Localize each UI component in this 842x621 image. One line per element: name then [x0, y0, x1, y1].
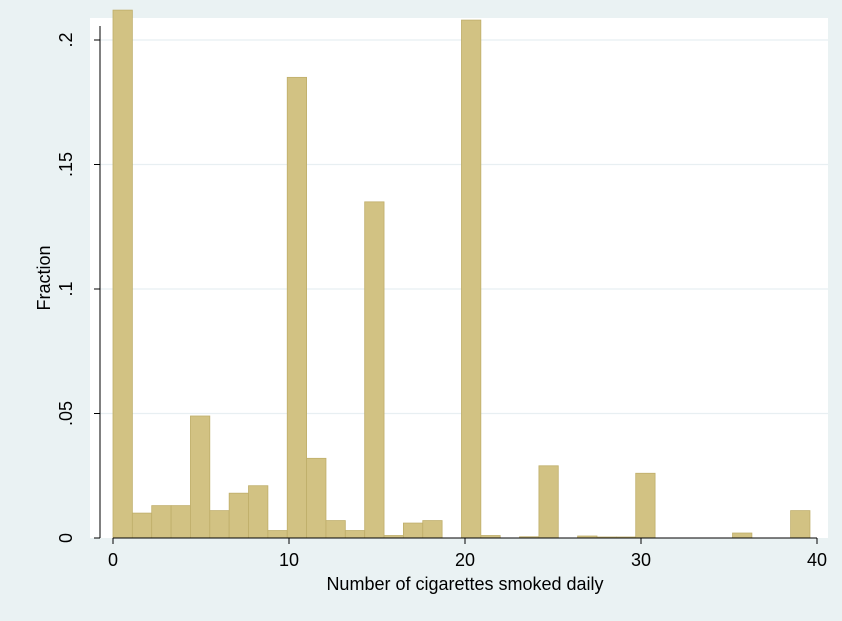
- bar-17: [461, 19, 482, 539]
- bar-6: [228, 492, 249, 539]
- bar-1: [131, 512, 153, 539]
- x-axis-label: Number of cigarettes smoked daily: [326, 574, 603, 594]
- x-tick-label-3: 30: [631, 550, 651, 570]
- bar-4: [190, 415, 211, 539]
- bar-25: [732, 532, 753, 539]
- axes: 0 .05 .1 .15 .2 0 10 20 30 40: [56, 26, 827, 570]
- bar-26: [790, 510, 811, 539]
- bar-24: [635, 472, 656, 539]
- bar-11: [325, 520, 346, 539]
- bar-2: [151, 505, 172, 539]
- bar-3: [170, 505, 191, 539]
- y-tick-label-0: 0: [56, 533, 76, 543]
- bar-16: [422, 520, 443, 539]
- bar-0: [112, 9, 133, 539]
- y-tick-label-4: .2: [56, 32, 76, 47]
- bar-20: [538, 465, 559, 539]
- x-tick-label-4: 40: [807, 550, 827, 570]
- bar-15: [402, 522, 424, 539]
- bar-9: [286, 76, 307, 539]
- bar-13: [364, 201, 385, 539]
- bar-7: [248, 485, 269, 539]
- x-tick-label-0: 0: [108, 550, 118, 570]
- y-tick-label-1: .05: [56, 401, 76, 426]
- x-tick-label-2: 20: [455, 550, 475, 570]
- y-tick-label-2: .1: [56, 281, 76, 296]
- bar-5: [209, 510, 230, 539]
- plot-area: [90, 18, 828, 538]
- bar-10: [306, 457, 327, 539]
- y-tick-label-3: .15: [56, 152, 76, 177]
- x-tick-label-1: 10: [279, 550, 299, 570]
- bars: [112, 9, 811, 539]
- bar-8: [267, 530, 288, 539]
- bar-12: [344, 530, 366, 539]
- y-axis-label: Fraction: [34, 245, 54, 310]
